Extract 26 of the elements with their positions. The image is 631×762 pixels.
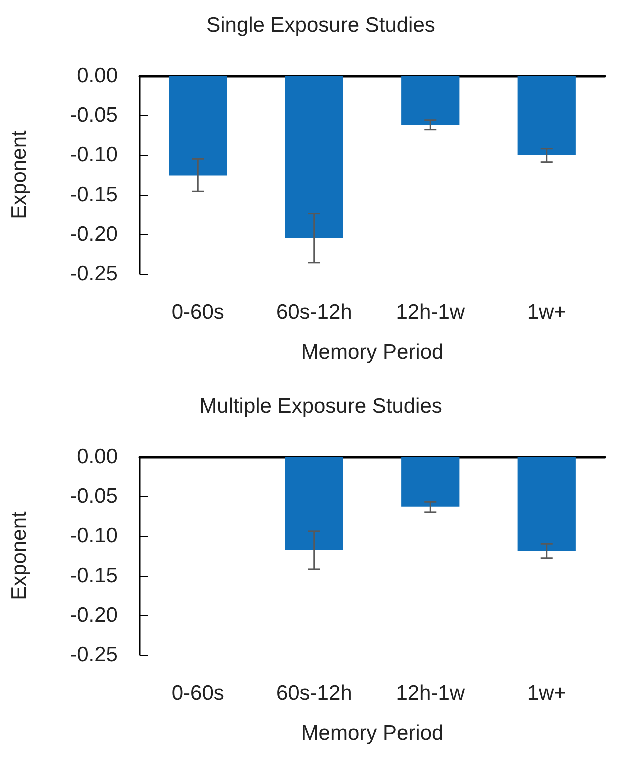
x-axis-title: Memory Period xyxy=(301,341,444,364)
y-tick-label: -0.10 xyxy=(70,144,118,167)
y-axis-title: Exponent xyxy=(8,130,31,220)
y-tick-label: 0.00 xyxy=(77,446,118,468)
y-tick-label: -0.05 xyxy=(70,485,118,508)
y-tick-label: -0.10 xyxy=(70,524,118,548)
chart-title: Single Exposure Studies xyxy=(206,14,436,37)
y-tick-label: -0.25 xyxy=(70,644,118,666)
chart-title: Multiple Exposure Studies xyxy=(200,395,442,418)
y-tick-label: 0.00 xyxy=(77,64,118,88)
x-tick-label: 0-60s xyxy=(172,301,224,324)
y-tick-label: -0.15 xyxy=(70,564,118,588)
x-tick-label: 12h-1w xyxy=(396,301,466,324)
x-tick-label: 60s-12h xyxy=(276,301,352,324)
y-tick-label: -0.15 xyxy=(70,183,118,206)
y-tick-label: -0.25 xyxy=(70,262,118,286)
x-axis-title: Memory Period xyxy=(301,722,444,745)
y-tick-label: -0.05 xyxy=(70,104,118,128)
x-tick-label: 60s-12h xyxy=(276,682,352,705)
x-tick-label: 1w+ xyxy=(527,682,566,705)
y-tick-label: -0.20 xyxy=(70,604,118,627)
y-tick-label: -0.20 xyxy=(70,222,118,246)
x-tick-label: 0-60s xyxy=(172,682,224,705)
x-tick-label: 1w+ xyxy=(527,301,566,324)
x-tick-label: 12h-1w xyxy=(396,682,466,705)
y-axis-title: Exponent xyxy=(8,511,31,600)
